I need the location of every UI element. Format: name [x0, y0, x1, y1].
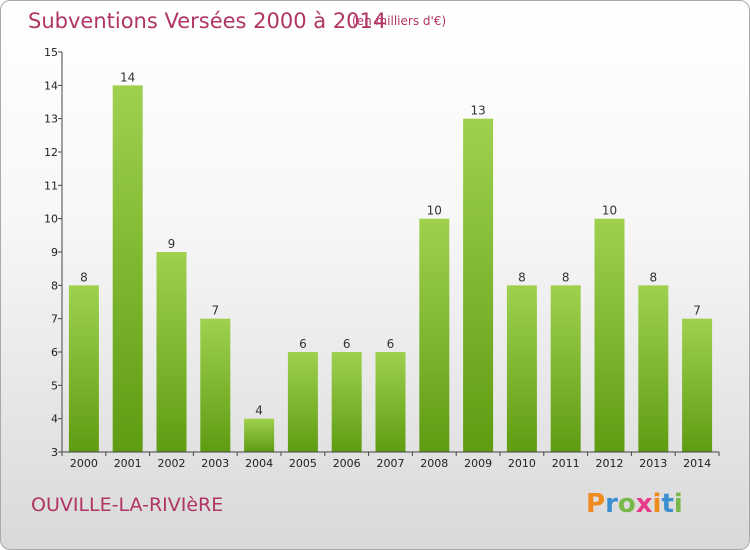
y-tick-label: 9 [51, 246, 58, 259]
bar [638, 285, 669, 452]
bar-value-label: 8 [649, 270, 657, 284]
bar-value-label: 6 [299, 337, 307, 351]
bar-value-label: 14 [120, 70, 135, 84]
x-tick-label: 2008 [420, 457, 448, 470]
y-tick-label: 5 [51, 379, 58, 392]
chart-unit: (en milliers d'€) [352, 14, 447, 28]
y-tick-label: 13 [44, 113, 58, 126]
logo-letter: P [586, 489, 606, 519]
bar-value-label: 8 [562, 270, 570, 284]
y-tick-label: 12 [44, 146, 58, 159]
x-tick-label: 2007 [377, 457, 405, 470]
y-tick-label: 10 [44, 213, 58, 226]
x-tick-label: 2003 [201, 457, 229, 470]
bar [594, 218, 625, 452]
x-tick-label: 2012 [596, 457, 624, 470]
y-tick-label: 14 [44, 79, 58, 92]
bar [244, 418, 275, 452]
bar-value-label: 7 [693, 304, 701, 318]
logo-letter: r [605, 489, 618, 519]
bar [419, 218, 450, 452]
logo-letter: i [652, 489, 662, 519]
bar [200, 318, 231, 452]
x-tick-label: 2004 [245, 457, 273, 470]
bar [331, 352, 362, 452]
bar [506, 285, 537, 452]
bar-value-label: 10 [602, 204, 617, 218]
y-tick-label: 15 [44, 46, 58, 59]
y-tick-label: 11 [44, 179, 58, 192]
x-tick-label: 2014 [683, 457, 711, 470]
x-tick-label: 2005 [289, 457, 317, 470]
bar [682, 318, 713, 452]
bar-value-label: 8 [80, 270, 88, 284]
bar [463, 118, 494, 453]
bar-value-label: 6 [343, 337, 351, 351]
proxiti-logo: Proxiti [586, 489, 683, 519]
bar [287, 352, 318, 452]
bar [112, 85, 143, 452]
bar-value-label: 8 [518, 270, 526, 284]
chart-title: Subventions Versées 2000 à 2014 [28, 9, 387, 33]
logo-letter: i [673, 489, 683, 519]
bar [156, 252, 187, 452]
bar-value-label: 6 [387, 337, 395, 351]
bars-group: 8 14 9 7 4 6 6 6 10 13 8 8 10 8 7 [68, 70, 713, 453]
x-tick-label: 2000 [70, 457, 98, 470]
y-tick-label: 6 [51, 346, 58, 359]
logo-letter: x [635, 489, 653, 519]
bar-value-label: 10 [427, 204, 442, 218]
x-tick-label: 2011 [552, 457, 580, 470]
x-tick-label: 2001 [114, 457, 142, 470]
logo-letter: o [617, 489, 636, 519]
x-tick-label: 2009 [464, 457, 492, 470]
bar-value-label: 4 [255, 404, 263, 418]
y-tick-label: 3 [51, 446, 58, 459]
x-tick-label: 2010 [508, 457, 536, 470]
bar [550, 285, 581, 452]
x-tick-label: 2013 [639, 457, 667, 470]
y-tick-label: 7 [51, 313, 58, 326]
y-tick-label: 8 [51, 279, 58, 292]
y-tick-label: 4 [51, 413, 58, 426]
bar-value-label: 7 [211, 304, 219, 318]
axes-group: 2000 2001 2002 2003 2004 2005 2006 2007 2008 2009… [44, 46, 720, 470]
bar-value-label: 13 [470, 104, 485, 118]
logo-letter: t [661, 489, 674, 519]
x-tick-label: 2006 [333, 457, 361, 470]
x-tick-label: 2002 [158, 457, 186, 470]
bar [375, 352, 406, 452]
bar-value-label: 9 [168, 237, 176, 251]
bar [68, 285, 99, 452]
commune-name: OUVILLE-LA-RIVIèRE [31, 494, 224, 516]
